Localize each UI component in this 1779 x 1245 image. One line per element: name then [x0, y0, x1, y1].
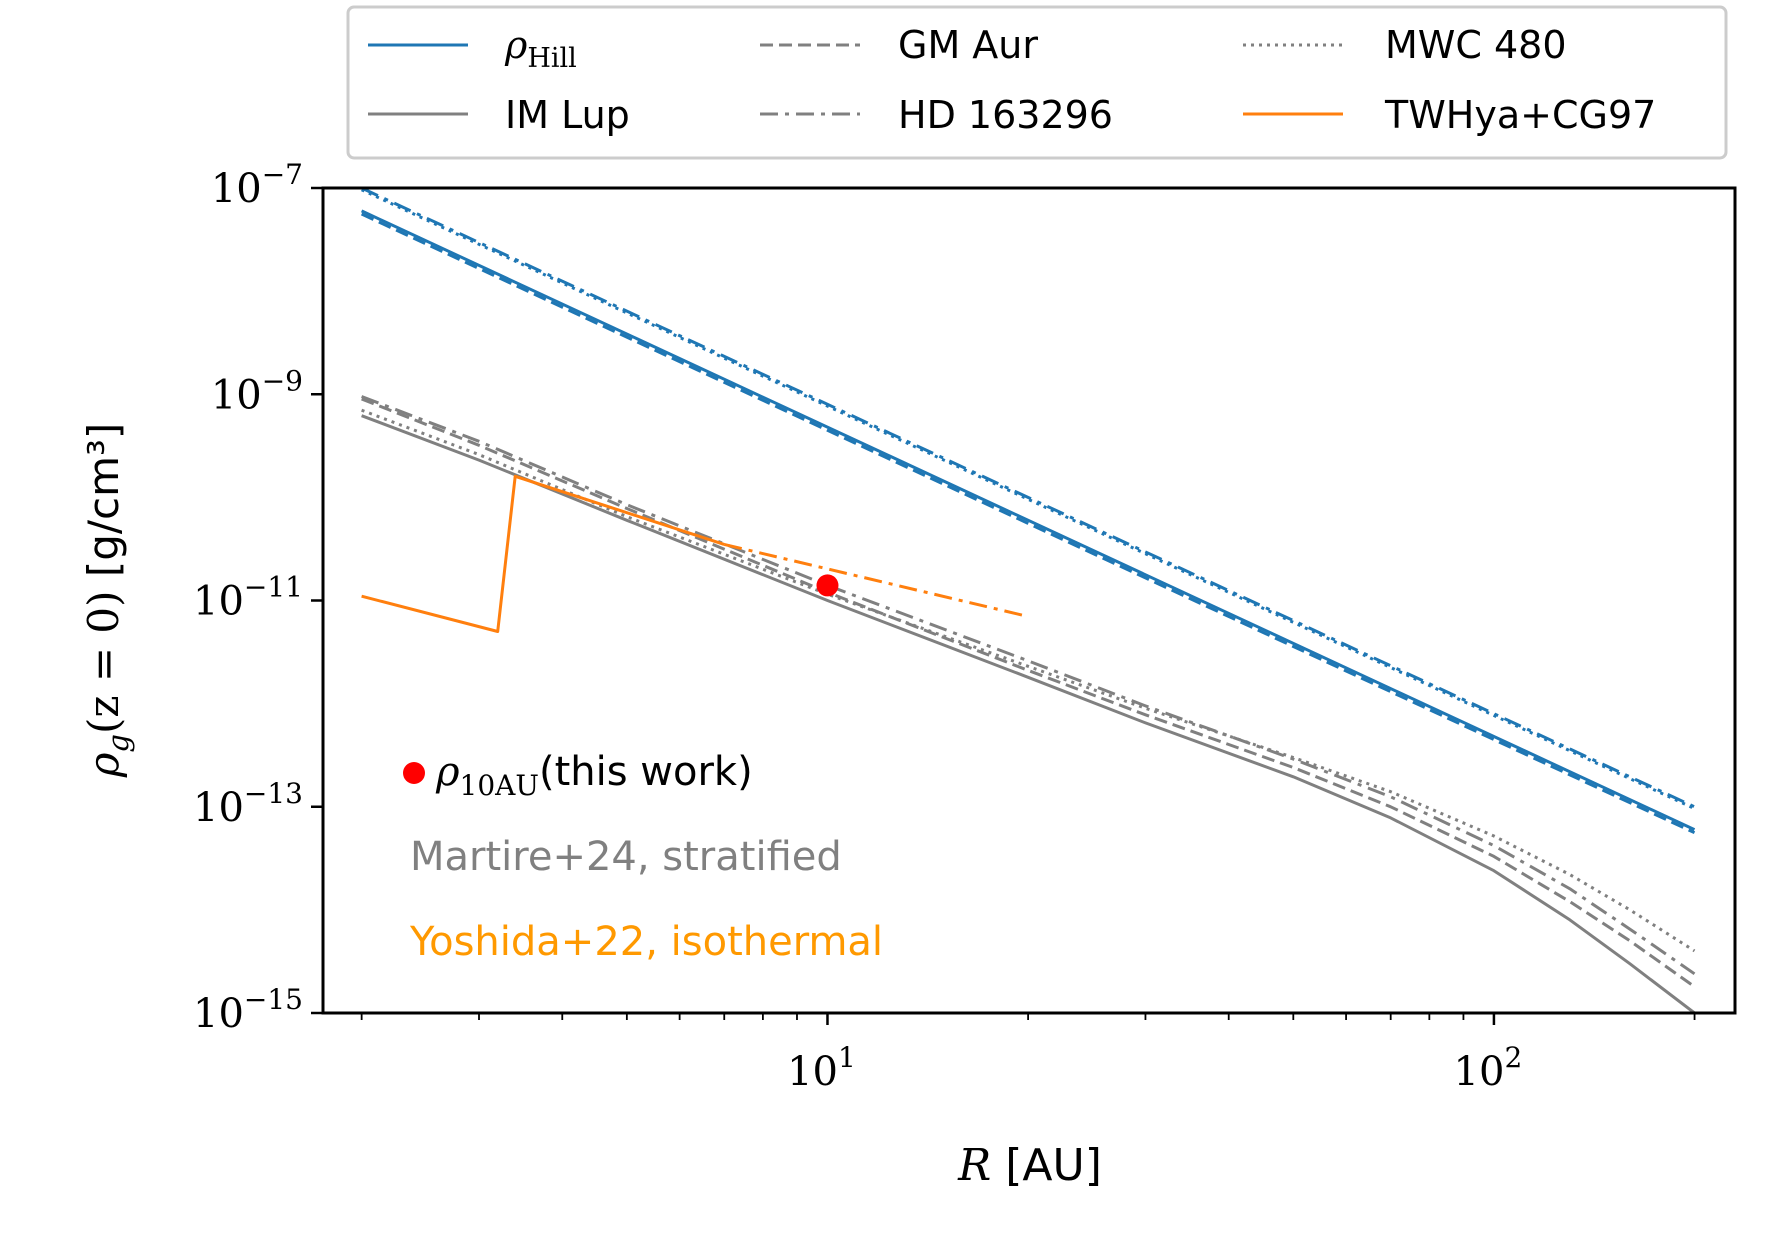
series-line-0 — [360, 209, 1696, 831]
annotations: ρ10AU(this work) Martire+24, stratified … — [403, 749, 883, 965]
x-axis-ticks: 101 102 — [360, 1013, 1696, 1095]
series-line-2 — [360, 188, 1696, 809]
y-tick-exponent: −9 — [262, 364, 303, 397]
legend: ρHill IM Lup GM Aur HD 163296 MWC 480 TW… — [346, 5, 1728, 160]
y-axis-label: ρg(z = 0) [g/cm³] — [79, 423, 135, 779]
y-tick-label: 10−13 — [193, 777, 303, 831]
data-point-this-work — [816, 574, 839, 597]
legend-frame — [346, 5, 1728, 160]
y-tick-label: 10−11 — [193, 571, 303, 625]
annotation-marker-this-work — [403, 762, 425, 784]
y-tick-base: 10 — [211, 372, 262, 418]
x-axis-label: R [AU] — [957, 1140, 1102, 1191]
x-tick-exponent: 1 — [838, 1041, 856, 1074]
y-tick-label: 10−7 — [211, 158, 303, 212]
x-tick-base: 10 — [787, 1049, 838, 1095]
legend-label-hd-163296: HD 163296 — [898, 93, 1113, 137]
y-tick-base: 10 — [193, 785, 244, 831]
legend-label-gm-aur: GM Aur — [898, 23, 1038, 67]
x-tick-label: 101 — [787, 1041, 856, 1095]
y-tick-label: 10−9 — [211, 364, 303, 418]
annotation-martire: Martire+24, stratified — [410, 834, 842, 880]
annotation-yoshida: Yoshida+22, isothermal — [409, 919, 883, 965]
series-line-7 — [361, 408, 1696, 953]
series-line-4 — [361, 414, 1696, 1013]
x-tick-base: 10 — [1454, 1049, 1505, 1095]
y-tick-exponent: −15 — [244, 983, 303, 1016]
series-layer — [360, 188, 1696, 1013]
y-tick-label: 10−15 — [193, 983, 303, 1037]
series-line-5 — [361, 397, 1696, 988]
y-tick-exponent: −7 — [262, 158, 303, 191]
x-tick-label: 102 — [1454, 1041, 1523, 1095]
series-line-3 — [360, 188, 1696, 810]
series-line-8 — [361, 474, 725, 633]
y-tick-exponent: −13 — [244, 777, 303, 810]
annotation-this-work: ρ10AU(this work) — [435, 749, 753, 802]
series-line-1 — [360, 212, 1696, 835]
series-line-6 — [361, 395, 1696, 976]
series-line-9 — [723, 542, 1029, 618]
x-tick-exponent: 2 — [1504, 1041, 1522, 1074]
y-tick-base: 10 — [193, 579, 244, 625]
y-tick-exponent: −11 — [244, 571, 303, 604]
y-tick-base: 10 — [193, 991, 244, 1037]
legend-label-twhya: TWHya+CG97 — [1384, 93, 1656, 137]
legend-label-mwc-480: MWC 480 — [1385, 23, 1567, 67]
legend-label-im-lup: IM Lup — [505, 93, 630, 137]
legend-label-rho-hill: ρHill — [504, 23, 577, 74]
y-tick-base: 10 — [211, 166, 262, 212]
